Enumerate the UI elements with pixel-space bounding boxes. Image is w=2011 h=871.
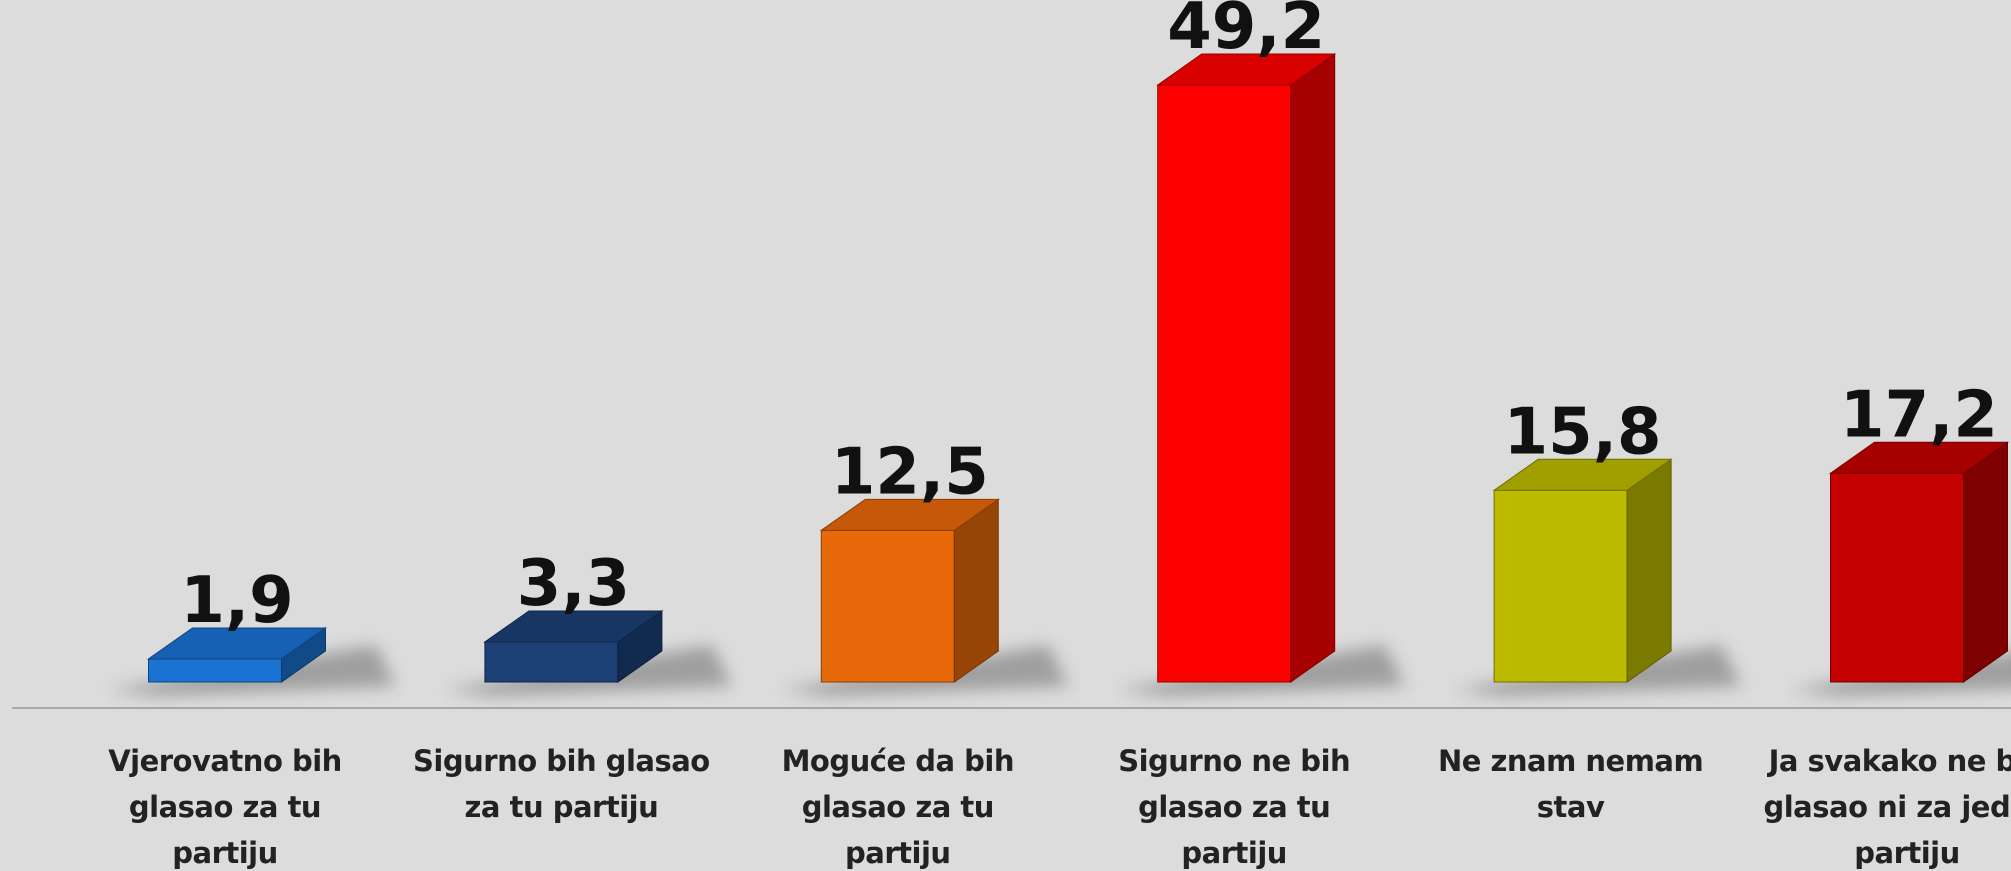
bar-side	[1290, 53, 1336, 683]
category-label: Sigurno bih glasao za tu partiju	[413, 744, 710, 824]
value-label: 12,5	[831, 435, 989, 509]
bar-top	[483, 610, 664, 643]
bar-front	[484, 641, 619, 683]
bar-front	[148, 658, 282, 683]
category-label: Sigurno ne bih glasao za tu partiju	[1118, 744, 1351, 870]
bar-top	[1492, 458, 1673, 491]
bar-side	[1963, 441, 2008, 683]
bar-top	[146, 627, 328, 660]
bar-top	[819, 498, 1000, 531]
category-label: Moguće da bih glasao za tu partiju	[781, 744, 1015, 870]
value-label: 1,9	[180, 564, 293, 638]
bar-front	[1830, 472, 1964, 683]
value-label: 49,2	[1167, 0, 1325, 64]
bar-side	[953, 498, 999, 683]
value-label: 17,2	[1840, 378, 1998, 452]
bar-top	[1828, 441, 2010, 474]
bar-top	[1156, 53, 1337, 86]
bar-side	[1626, 458, 1672, 683]
bar-front	[820, 529, 955, 683]
category-label: Ja svakako ne bih glasao ni za jednu par…	[1763, 744, 2011, 870]
category-label: Ne znam nemam stav	[1437, 744, 1704, 824]
value-label: 3,3	[517, 547, 630, 621]
category-label: Vjerovatno bih glasao za tu partiju	[108, 744, 342, 870]
bar-front	[1493, 489, 1628, 683]
bar-front	[1157, 84, 1292, 683]
value-label: 15,8	[1504, 395, 1662, 469]
